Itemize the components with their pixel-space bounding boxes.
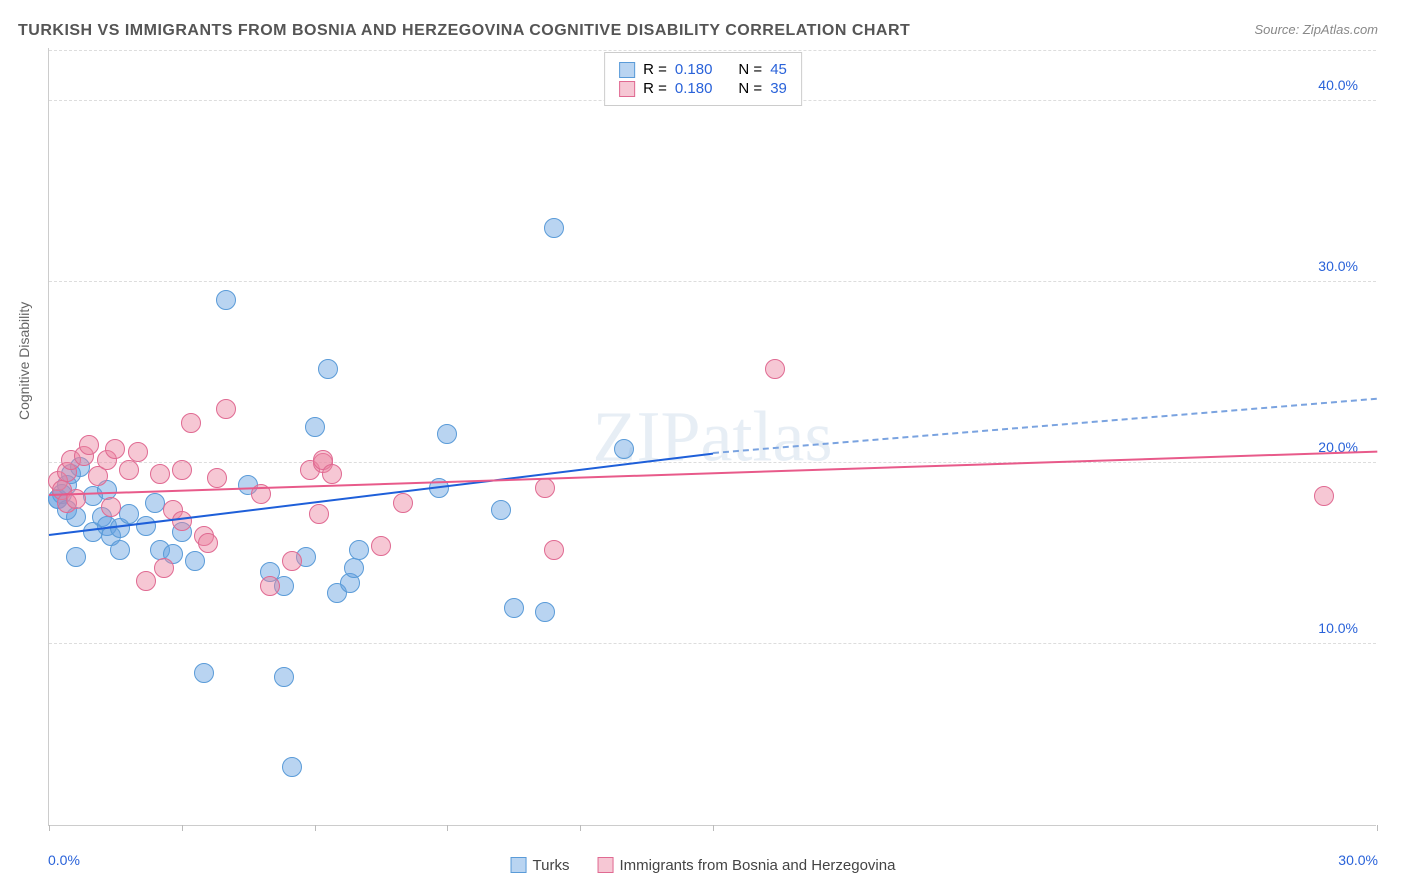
trend-line — [713, 398, 1377, 454]
r-label: R = — [643, 80, 667, 97]
watermark-logo: ZIPatlas — [593, 395, 833, 478]
scatter-point — [614, 439, 634, 459]
scatter-point — [119, 460, 139, 480]
x-tick-mark — [580, 825, 581, 831]
scatter-point — [105, 439, 125, 459]
legend-item-bosnia: Immigrants from Bosnia and Herzegovina — [597, 857, 895, 874]
swatch-pink-icon — [597, 857, 613, 873]
scatter-point — [172, 511, 192, 531]
x-tick-mark — [49, 825, 50, 831]
scatter-point — [535, 478, 555, 498]
scatter-point — [393, 493, 413, 513]
legend-row-bosnia: R = 0.180 N = 39 — [619, 80, 787, 97]
n-value-2: 39 — [770, 80, 787, 97]
x-tick-mark — [713, 825, 714, 831]
swatch-pink — [619, 81, 635, 97]
scatter-point — [282, 551, 302, 571]
legend-item-turks: Turks — [511, 857, 570, 874]
x-tick-mark — [447, 825, 448, 831]
x-tick-mark — [315, 825, 316, 831]
gridline — [49, 281, 1376, 282]
scatter-plot-area: ZIPatlas 10.0%20.0%30.0%40.0% — [48, 48, 1376, 826]
gridline — [49, 462, 1376, 463]
scatter-point — [128, 442, 148, 462]
y-tick-label: 30.0% — [1318, 258, 1358, 274]
scatter-point — [66, 547, 86, 567]
scatter-point — [535, 602, 555, 622]
scatter-point — [207, 468, 227, 488]
legend-row-turks: R = 0.180 N = 45 — [619, 61, 787, 78]
scatter-point — [322, 464, 342, 484]
scatter-point — [371, 536, 391, 556]
r-value-2: 0.180 — [675, 80, 713, 97]
scatter-point — [437, 424, 457, 444]
y-tick-label: 10.0% — [1318, 620, 1358, 636]
scatter-point — [136, 516, 156, 536]
scatter-point — [154, 558, 174, 578]
scatter-point — [150, 464, 170, 484]
n-label: N = — [738, 80, 762, 97]
scatter-point — [194, 663, 214, 683]
scatter-point — [1314, 486, 1334, 506]
chart-title: TURKISH VS IMMIGRANTS FROM BOSNIA AND HE… — [18, 22, 910, 40]
series-legend: Turks Immigrants from Bosnia and Herzego… — [511, 857, 896, 874]
scatter-point — [136, 571, 156, 591]
r-label: R = — [643, 61, 667, 78]
r-value-1: 0.180 — [675, 61, 713, 78]
scatter-point — [274, 667, 294, 687]
x-tick-label-min: 0.0% — [48, 852, 80, 868]
x-tick-mark — [182, 825, 183, 831]
correlation-legend: R = 0.180 N = 45 R = 0.180 N = 39 — [604, 52, 802, 106]
scatter-point — [349, 540, 369, 560]
scatter-point — [216, 290, 236, 310]
gridline — [49, 643, 1376, 644]
scatter-point — [544, 218, 564, 238]
scatter-point — [344, 558, 364, 578]
swatch-blue-icon — [511, 857, 527, 873]
scatter-point — [172, 460, 192, 480]
n-value-1: 45 — [770, 61, 787, 78]
n-label: N = — [738, 61, 762, 78]
swatch-blue — [619, 62, 635, 78]
scatter-point — [119, 504, 139, 524]
scatter-point — [198, 533, 218, 553]
scatter-point — [181, 413, 201, 433]
scatter-point — [110, 540, 130, 560]
y-axis-label: Cognitive Disability — [16, 302, 32, 420]
scatter-point — [305, 417, 325, 437]
scatter-point — [101, 497, 121, 517]
y-tick-label: 40.0% — [1318, 77, 1358, 93]
scatter-point — [216, 399, 236, 419]
scatter-point — [260, 576, 280, 596]
scatter-point — [282, 757, 302, 777]
scatter-point — [318, 359, 338, 379]
scatter-point — [544, 540, 564, 560]
scatter-point — [79, 435, 99, 455]
scatter-point — [765, 359, 785, 379]
trend-line — [49, 450, 1377, 495]
x-tick-label-max: 30.0% — [1338, 852, 1378, 868]
scatter-point — [185, 551, 205, 571]
scatter-point — [504, 598, 524, 618]
scatter-point — [309, 504, 329, 524]
scatter-point — [491, 500, 511, 520]
x-tick-mark — [1377, 825, 1378, 831]
source-attribution: Source: ZipAtlas.com — [1254, 22, 1378, 37]
